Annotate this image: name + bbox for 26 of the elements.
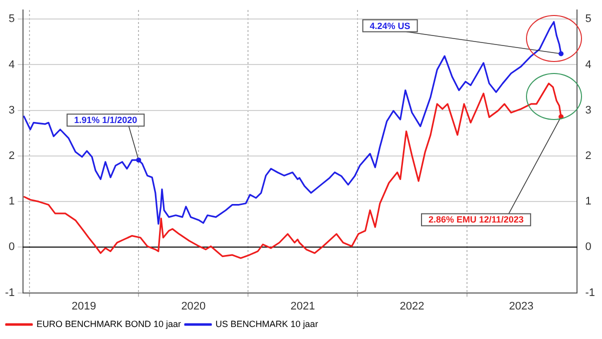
x-tick-label: 2021: [290, 300, 315, 312]
y2-tick-label: 3: [585, 104, 592, 116]
y-tick-label: 1: [8, 196, 15, 208]
y2-tick-label: -1: [585, 286, 595, 299]
annotation: 4.24% US: [370, 20, 410, 31]
x-tick-label: 2023: [508, 300, 534, 312]
y-tick-label: 4: [8, 58, 15, 71]
y-tick-label: 2: [8, 150, 15, 162]
y2-tick-label: 4: [585, 58, 592, 71]
y2-tick-label: 5: [585, 13, 592, 26]
y-tick-label: -1: [5, 286, 15, 299]
x-tick-label: 2022: [400, 300, 424, 312]
x-tick-label: 2020: [181, 300, 206, 312]
y-tick-label: 5: [8, 13, 15, 26]
point: [558, 51, 564, 56]
annotation: 1.91% 1/1/2020: [74, 115, 138, 126]
y2-tick-label: 2: [585, 150, 592, 162]
y2-tick-label: 0: [585, 241, 592, 254]
legend-label: US BENCHMARK 10 jaar: [216, 318, 318, 329]
legend-label: EURO BENCHMARK BOND 10 jaar: [36, 318, 182, 329]
y2-tick-label: 1: [585, 196, 592, 208]
point: [136, 158, 142, 163]
y-tick-label: 0: [8, 241, 15, 254]
y-tick-label: 3: [8, 104, 15, 116]
annotation: 2.86% EMU 12/11/2023: [428, 214, 524, 225]
x-tick-label: 2019: [72, 300, 96, 312]
